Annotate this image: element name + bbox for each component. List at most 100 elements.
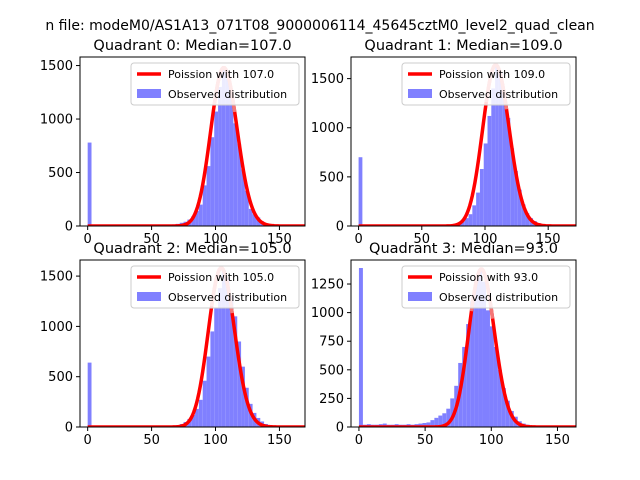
legend-hist-label: Observed distribution xyxy=(439,291,558,304)
hist-bar xyxy=(198,204,203,226)
hist-bar xyxy=(510,148,515,226)
legend-box xyxy=(130,265,300,309)
hist-bar xyxy=(470,301,475,427)
legend-fit-label: Poission with 105.0 xyxy=(168,271,274,284)
x-tick-label: 0 xyxy=(84,433,92,448)
hist-bar xyxy=(497,369,502,427)
y-tick-label: 0 xyxy=(336,421,344,436)
legend: Poission with 105.0 Observed distribution xyxy=(130,265,300,309)
y-tick-label: 500 xyxy=(319,170,344,185)
x-tick-label: 0 xyxy=(84,232,92,247)
y-tick-label: 1000 xyxy=(40,113,73,128)
hist-bar xyxy=(479,169,484,226)
hist-bar xyxy=(501,388,506,427)
axes-frame xyxy=(79,56,306,227)
axes-frame xyxy=(79,259,306,428)
hist-bar xyxy=(434,417,439,427)
x-tick-label: 0 xyxy=(355,433,363,448)
y-tick-label: 1250 xyxy=(311,278,344,293)
legend-box xyxy=(130,62,300,106)
hist-bar xyxy=(221,66,226,226)
hist-bar xyxy=(450,398,455,427)
y-tick-label: 750 xyxy=(319,335,344,350)
y-tick-label: 1500 xyxy=(311,72,344,87)
legend-fit-label: Poission with 109.0 xyxy=(439,68,545,81)
hist-bar xyxy=(229,296,234,427)
y-tick-label: 1000 xyxy=(311,306,344,321)
hist-bar xyxy=(422,422,427,427)
plot-area xyxy=(87,266,305,427)
hist-bar xyxy=(225,278,230,427)
hist-bar xyxy=(495,66,499,226)
hist-bar xyxy=(476,192,480,226)
hist-bar xyxy=(221,270,226,427)
hist-bar xyxy=(244,387,249,427)
x-tick-label: 150 xyxy=(267,433,292,448)
hist-bar xyxy=(521,204,526,226)
figure-suptitle: n file: modeM0/AS1A13_071T08_9000006114_… xyxy=(45,18,594,34)
hist-bar xyxy=(206,356,211,427)
legend-fit-label: Poission with 107.0 xyxy=(168,68,274,81)
y-tick-label: 500 xyxy=(319,363,344,378)
hist-bar xyxy=(462,346,467,427)
hist-bar xyxy=(191,216,196,226)
x-tick-label: 150 xyxy=(536,232,561,247)
hist-bar xyxy=(426,422,431,427)
hist-bar xyxy=(229,97,234,226)
subplot-quadrant-3: 0 50 100 150 0 250 500 750 1000 1250 Quadrant 3: M… xyxy=(311,241,577,448)
legend: Poission with 109.0 Observed distribution xyxy=(401,62,571,106)
y-tick-label: 1500 xyxy=(40,59,73,74)
hist-bar xyxy=(514,170,518,226)
x-tick-label: 100 xyxy=(203,232,228,247)
hist-bar xyxy=(491,88,496,226)
x-tick-label: 50 xyxy=(143,232,160,247)
legend-hist-label: Observed distribution xyxy=(168,88,287,101)
hist-bar xyxy=(489,326,494,427)
subplot-title: Quadrant 2: Median=105.0 xyxy=(93,241,291,257)
hist-bar xyxy=(358,157,363,226)
hist-bar xyxy=(493,346,498,427)
legend-box xyxy=(401,62,571,106)
hist-bar xyxy=(237,341,242,427)
x-tick-label: 50 xyxy=(417,433,434,448)
legend-hist-swatch xyxy=(137,292,161,301)
legend-hist-label: Observed distribution xyxy=(439,88,558,101)
y-tick-label: 1500 xyxy=(40,270,73,285)
hist-bar xyxy=(244,190,249,226)
hist-bar xyxy=(468,214,473,226)
hist-bar xyxy=(525,213,530,226)
y-tick-label: 1000 xyxy=(311,121,344,136)
hist-bar xyxy=(87,362,92,427)
hist-bar xyxy=(438,415,443,427)
hist-bar xyxy=(195,408,199,427)
x-tick-label: 150 xyxy=(545,433,570,448)
hist-bar xyxy=(483,143,488,226)
y-tick-label: 500 xyxy=(48,166,73,181)
hist-bar xyxy=(210,331,215,427)
hist-bar xyxy=(446,408,451,427)
hist-bar xyxy=(487,115,492,226)
hist-bar xyxy=(206,166,211,226)
hist-bar xyxy=(87,142,92,226)
y-tick-label: 0 xyxy=(65,220,73,235)
hist-bar xyxy=(198,399,203,427)
hist-bar xyxy=(430,420,435,427)
axes-frame xyxy=(350,56,577,227)
poisson-fit-line xyxy=(358,63,576,226)
x-tick-label: 100 xyxy=(479,433,504,448)
hist-bar xyxy=(202,380,207,427)
subplot-title: Quadrant 0: Median=107.0 xyxy=(93,38,291,54)
hist-bar xyxy=(218,86,222,226)
hist-bar xyxy=(498,72,503,226)
hist-bar xyxy=(466,324,471,427)
hist-bar xyxy=(252,214,257,226)
hist-bar xyxy=(202,185,207,226)
hist-bar xyxy=(214,111,219,226)
hist-bar xyxy=(478,269,483,427)
legend-hist-label: Observed distribution xyxy=(168,291,287,304)
poisson-fit-line xyxy=(87,65,305,226)
axes-frame xyxy=(350,259,577,428)
